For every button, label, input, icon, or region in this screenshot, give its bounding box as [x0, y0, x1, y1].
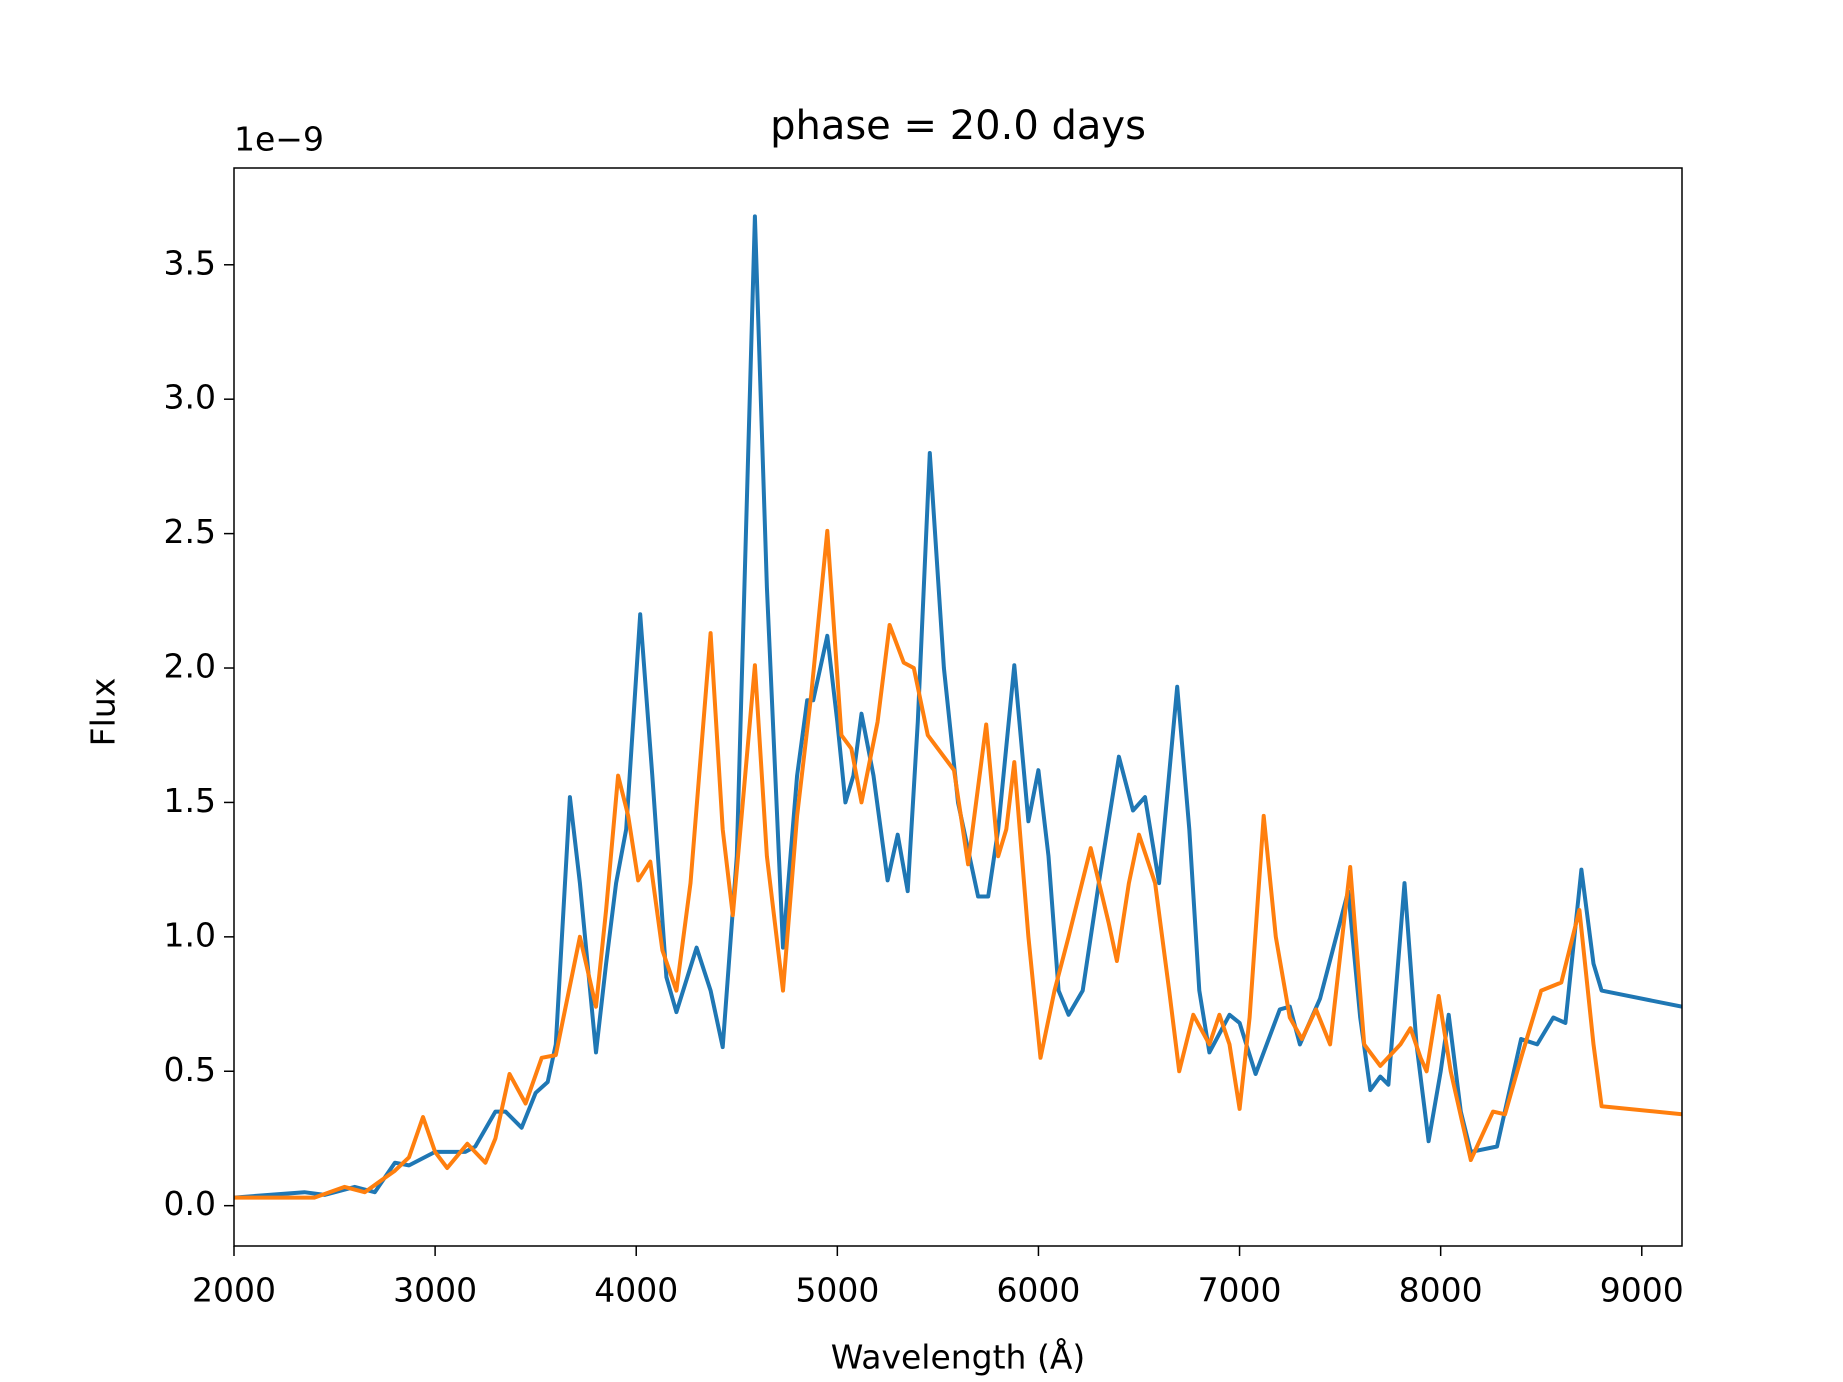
offset-text: 1e−9 — [234, 120, 324, 159]
series-line — [234, 214, 1682, 1200]
y-tick-label: 3.5 — [164, 243, 216, 282]
chart-title: phase = 20.0 days — [770, 103, 1146, 149]
x-tick-label: 4000 — [594, 1271, 678, 1310]
x-tick-label: 6000 — [996, 1271, 1080, 1310]
x-tick-label: 8000 — [1399, 1271, 1483, 1310]
y-tick-label: 2.0 — [164, 647, 216, 686]
y-tick-label: 0.5 — [164, 1050, 216, 1089]
x-axis-label: Wavelength (Å) — [831, 1337, 1086, 1377]
y-tick-label: 1.0 — [164, 915, 216, 954]
x-tick-label: 3000 — [393, 1271, 477, 1310]
series-line — [234, 528, 1682, 1200]
y-tick-label: 1.5 — [164, 781, 216, 820]
x-tick-label: 5000 — [795, 1271, 879, 1310]
y-axis-label: Flux — [84, 678, 123, 747]
x-tick-label: 9000 — [1600, 1271, 1684, 1310]
x-tick-label: 7000 — [1198, 1271, 1282, 1310]
plot-frame — [233, 167, 1683, 1247]
y-tick-label: 2.5 — [164, 512, 216, 551]
y-tick-label: 0.0 — [164, 1184, 216, 1223]
y-tick-label: 3.0 — [164, 378, 216, 417]
x-tick-label: 2000 — [192, 1271, 276, 1310]
